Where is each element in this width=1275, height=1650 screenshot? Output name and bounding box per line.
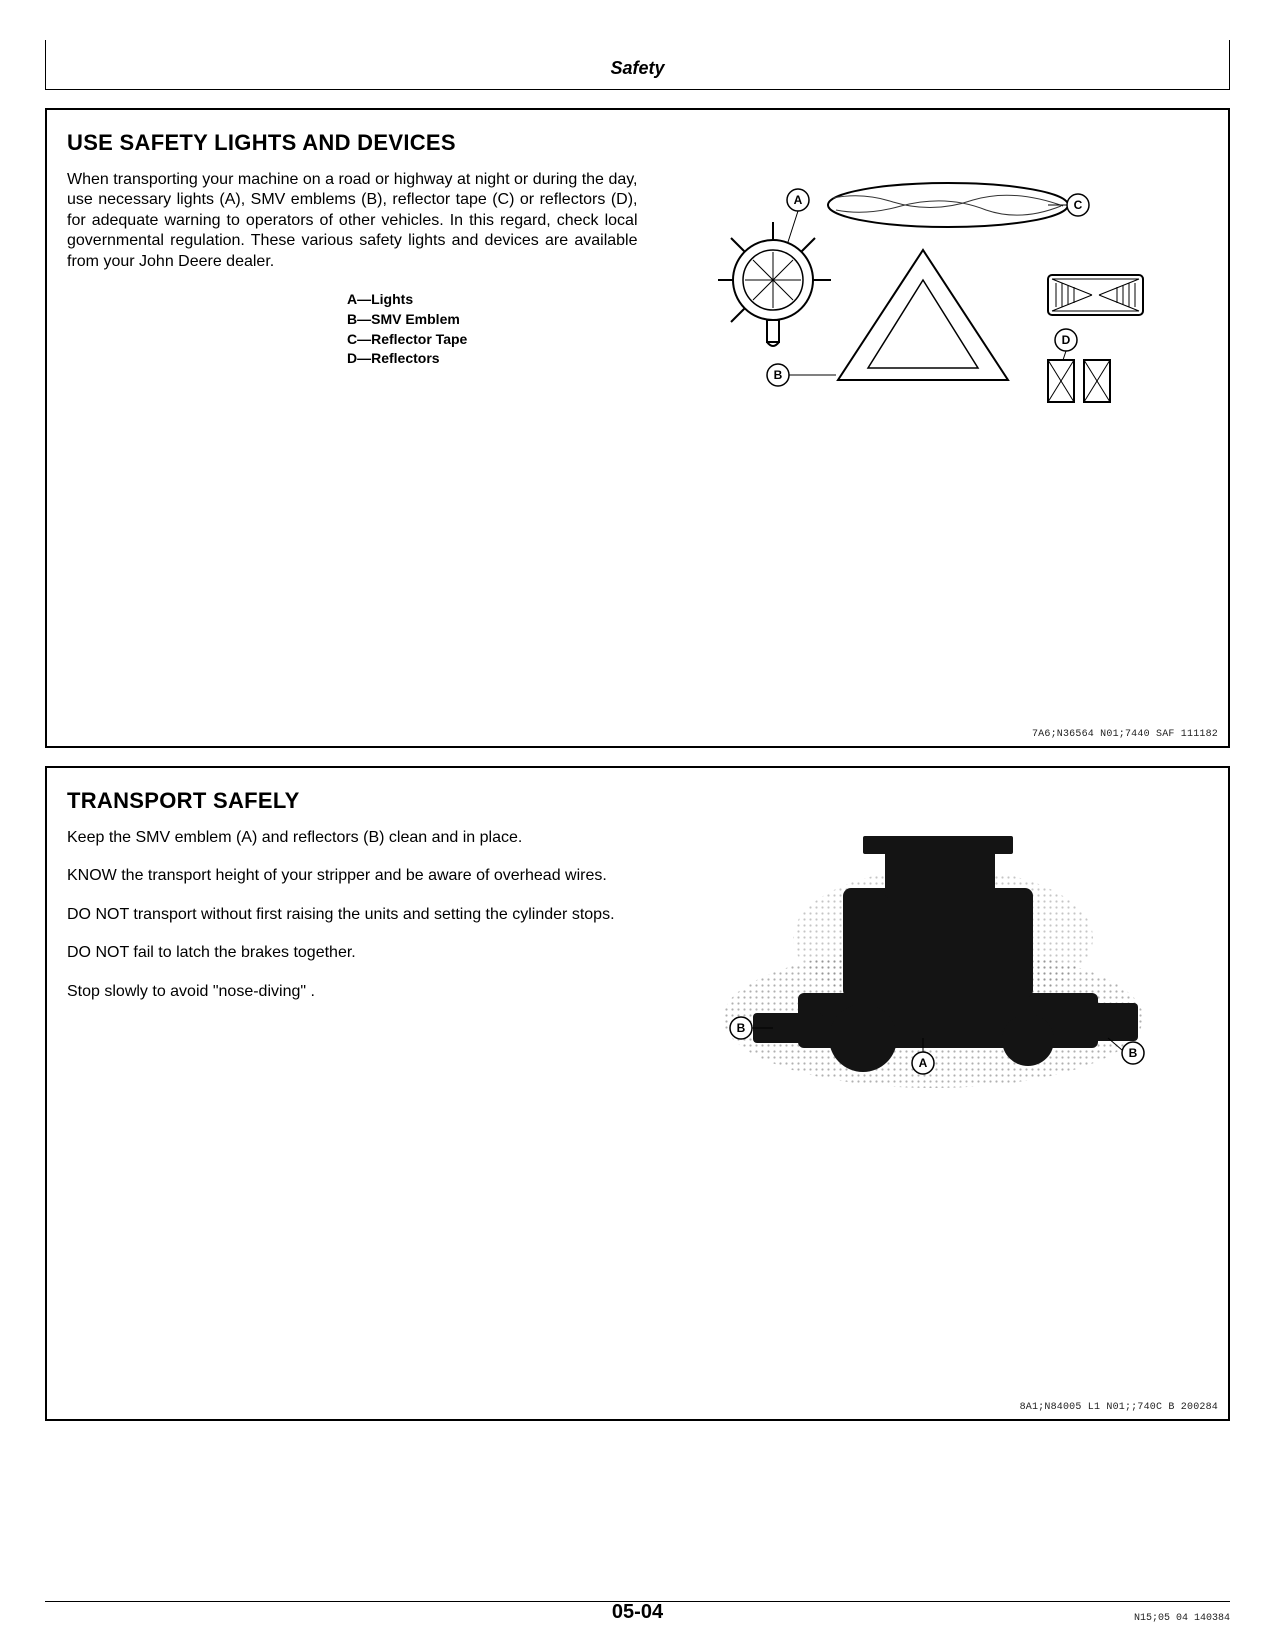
legend-item: B—SMV Emblem [347,310,638,330]
section-safety-lights: USE SAFETY LIGHTS AND DEVICES When trans… [45,108,1230,748]
section1-ref-code: 7A6;N36564 N01;7440 SAF 111182 [1032,729,1218,740]
page-header: Safety [45,40,1230,90]
callout-a: A [793,193,802,207]
section2-ref-code: 8A1;N84005 L1 N01;;740C B 200284 [1020,1402,1218,1413]
footer-code: N15;05 04 140384 [1134,1613,1230,1624]
section2-para: Stop slowly to avoid "nose-diving" . [67,982,638,1002]
section2-columns: Keep the SMV emblem (A) and reflectors (… [67,828,1208,1108]
section1-paragraph: When transporting your machine on a road… [67,170,638,272]
callout-d: D [1061,333,1070,347]
section2-image-col: B A B [648,828,1219,1108]
page-number: 05-04 [612,1601,663,1624]
section2-para: KNOW the transport height of your stripp… [67,866,638,886]
page: Safety USE SAFETY LIGHTS AND DEVICES Whe… [0,0,1275,1650]
callout-b2: B [736,1021,745,1035]
section1-legend: A—Lights B—SMV Emblem C—Reflector Tape D… [347,290,638,368]
section2-para: DO NOT transport without first raising t… [67,905,638,925]
section1-image-col: C [648,170,1219,430]
section2-para: DO NOT fail to latch the brakes together… [67,943,638,963]
section2-text-col: Keep the SMV emblem (A) and reflectors (… [67,828,638,1108]
section1-columns: When transporting your machine on a road… [67,170,1208,430]
header-title: Safety [610,58,664,78]
legend-item: A—Lights [347,290,638,310]
section1-title: USE SAFETY LIGHTS AND DEVICES [67,130,1208,156]
callout-b: B [773,368,782,382]
legend-item: D—Reflectors [347,349,638,369]
callout-c: C [1073,198,1082,212]
section2-title: TRANSPORT SAFELY [67,788,1208,814]
safety-devices-illustration: C [718,170,1148,430]
section1-text-col: When transporting your machine on a road… [67,170,638,430]
legend-item: C—Reflector Tape [347,330,638,350]
stripper-silhouette-illustration: B A B [713,828,1153,1108]
section2-para: Keep the SMV emblem (A) and reflectors (… [67,828,638,848]
section-transport-safely: TRANSPORT SAFELY Keep the SMV emblem (A)… [45,766,1230,1421]
callout-a2: A [918,1056,927,1070]
callout-b2r: B [1128,1046,1137,1060]
